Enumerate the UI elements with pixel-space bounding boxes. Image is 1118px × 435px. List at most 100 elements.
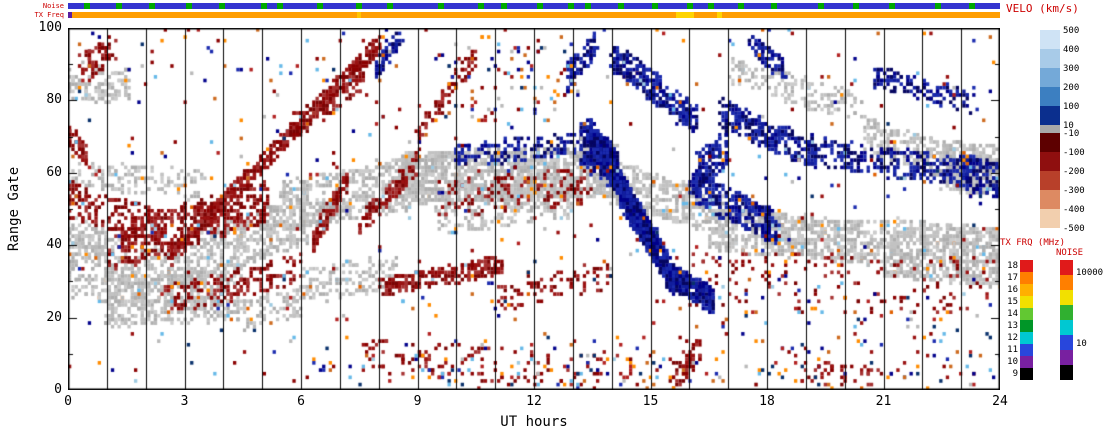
noise-strip-mark bbox=[83, 3, 90, 9]
txfreq-colorbar-label: 16 bbox=[1007, 285, 1018, 295]
txfreq-strip-label: TX Freq bbox=[34, 11, 64, 19]
noise-strip-mark bbox=[116, 3, 123, 9]
txfreq-strip-mark bbox=[675, 12, 695, 18]
noise-colorbar-segment bbox=[1060, 305, 1073, 320]
noise-strip-mark bbox=[437, 3, 444, 9]
velocity-colorbar-segment bbox=[1040, 30, 1060, 49]
noise-strip-mark bbox=[888, 3, 895, 9]
noise-strip-mark bbox=[277, 3, 284, 9]
velocity-colorbar-segment bbox=[1040, 133, 1060, 152]
velocity-colorbar-segment bbox=[1040, 87, 1060, 106]
y-tick-label: 100 bbox=[38, 20, 62, 35]
noise-colorbar bbox=[1060, 260, 1073, 380]
noise-strip-mark bbox=[818, 3, 825, 9]
txfreq-colorbar-label: 17 bbox=[1007, 273, 1018, 283]
noise-colorbar-label: 10 bbox=[1076, 338, 1087, 349]
noise-strip-mark bbox=[501, 3, 508, 9]
rti-plot-canvas bbox=[68, 28, 1000, 390]
noise-colorbar-segment bbox=[1060, 335, 1073, 350]
velocity-colorbar-label: 300 bbox=[1063, 64, 1080, 74]
velocity-colorbar-segment bbox=[1040, 190, 1060, 209]
txfreq-colorbar-label: 10 bbox=[1007, 357, 1018, 367]
noise-strip-mark bbox=[969, 3, 976, 9]
velocity-colorbar-label: 500 bbox=[1063, 26, 1080, 36]
txfreq-colorbar-segment bbox=[1020, 320, 1033, 332]
x-tick-label: 18 bbox=[759, 394, 775, 409]
velocity-colorbar-label: -400 bbox=[1063, 205, 1085, 215]
y-tick-label: 20 bbox=[46, 309, 62, 325]
velocity-colorbar-label: 100 bbox=[1063, 102, 1080, 112]
txfreq-colorbar-segment bbox=[1020, 296, 1033, 308]
y-tick-label: 80 bbox=[46, 92, 62, 108]
y-tick-label: 40 bbox=[46, 237, 62, 253]
noise-strip bbox=[68, 3, 1000, 9]
noise-strip-mark bbox=[148, 3, 155, 9]
txfreq-colorbar-segment bbox=[1020, 272, 1033, 284]
noise-colorbar-segment bbox=[1060, 260, 1073, 275]
noise-strip-mark bbox=[771, 3, 778, 9]
txfreq-colorbar-label: 14 bbox=[1007, 309, 1018, 319]
txfreq-colorbar-segment bbox=[1020, 260, 1033, 272]
velocity-colorbar-segment bbox=[1040, 209, 1060, 228]
y-tick-label: 60 bbox=[46, 164, 62, 180]
x-tick-label: 21 bbox=[875, 394, 892, 409]
velocity-colorbar-segment bbox=[1040, 106, 1060, 125]
noise-colorbar-segment bbox=[1060, 290, 1073, 305]
noise-strip-mark bbox=[186, 3, 193, 9]
noise-strip-mark bbox=[652, 3, 659, 9]
txfreq-colorbar-title: TX FRQ (MHz) bbox=[1000, 238, 1066, 248]
noise-strip-mark bbox=[935, 3, 942, 9]
noise-strip-mark bbox=[708, 3, 715, 9]
txfreq-colorbar-segment bbox=[1020, 356, 1033, 368]
velocity-colorbar-segment bbox=[1040, 68, 1060, 87]
velocity-colorbar-segment bbox=[1040, 49, 1060, 68]
velocity-colorbar-label: 400 bbox=[1063, 45, 1080, 55]
x-tick-label: 15 bbox=[642, 394, 659, 409]
noise-colorbar-segment bbox=[1060, 365, 1073, 380]
velocity-colorbar-label: -10 bbox=[1063, 129, 1080, 139]
x-tick-label: 3 bbox=[180, 394, 189, 409]
noise-strip-label: Noise bbox=[42, 2, 64, 10]
noise-strip-mark bbox=[853, 3, 860, 9]
noise-colorbar-segment bbox=[1060, 275, 1073, 290]
velocity-colorbar-label: 10 bbox=[1063, 121, 1074, 131]
velocity-colorbar bbox=[1040, 30, 1060, 228]
noise-strip-mark bbox=[218, 3, 225, 9]
noise-strip-mark bbox=[316, 3, 323, 9]
txfreq-colorbar-label: 12 bbox=[1007, 333, 1018, 343]
velocity-colorbar-label: 200 bbox=[1063, 83, 1080, 93]
noise-strip-mark bbox=[686, 3, 693, 9]
txfreq-colorbar-label: 9 bbox=[1012, 369, 1018, 379]
velocity-colorbar-title: VELO (km/s) bbox=[1006, 2, 1079, 15]
velocity-colorbar-label: -100 bbox=[1063, 148, 1085, 158]
txfreq-colorbar-segment bbox=[1020, 368, 1033, 380]
noise-strip-mark bbox=[386, 3, 393, 9]
velocity-colorbar-segment bbox=[1040, 152, 1060, 171]
txfreq-colorbar-label: 13 bbox=[1007, 321, 1018, 331]
noise-colorbar-segment bbox=[1060, 320, 1073, 335]
noise-strip-mark bbox=[568, 3, 575, 9]
txfreq-colorbar-label: 11 bbox=[1007, 345, 1018, 355]
y-tick-label: 0 bbox=[54, 382, 62, 397]
txfreq-strip-mark bbox=[356, 12, 361, 18]
txfreq-colorbar-segment bbox=[1020, 284, 1033, 296]
noise-strip-mark bbox=[355, 3, 362, 9]
x-tick-label: 12 bbox=[526, 394, 542, 409]
velocity-colorbar-label: -200 bbox=[1063, 167, 1085, 177]
txfreq-colorbar bbox=[1020, 260, 1033, 380]
txfreq-colorbar-segment bbox=[1020, 308, 1033, 320]
x-tick-label: 6 bbox=[297, 394, 305, 409]
noise-strip-mark bbox=[477, 3, 484, 9]
noise-strip-mark bbox=[617, 3, 624, 9]
noise-strip-mark bbox=[260, 3, 267, 9]
txfreq-strip-mark bbox=[716, 12, 723, 18]
txfreq-colorbar-label: 15 bbox=[1007, 297, 1018, 307]
noise-strip-mark bbox=[585, 3, 592, 9]
txfreq-colorbar-segment bbox=[1020, 344, 1033, 356]
txfreq-colorbar-label: 18 bbox=[1007, 261, 1018, 271]
velocity-colorbar-label: -500 bbox=[1063, 224, 1085, 234]
noise-colorbar-title: NOISE bbox=[1056, 248, 1084, 258]
x-tick-label: 24 bbox=[992, 394, 1008, 409]
txfreq-strip-mark bbox=[68, 12, 72, 18]
